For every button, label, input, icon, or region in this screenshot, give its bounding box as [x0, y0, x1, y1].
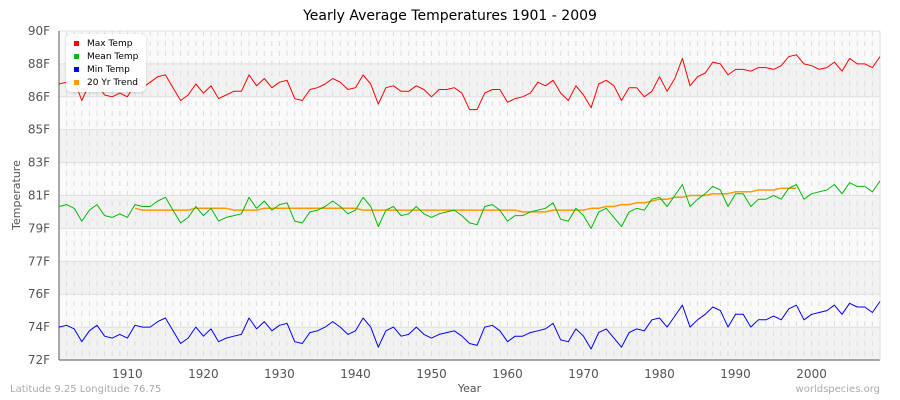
- x-tick-label: 1960: [492, 367, 523, 381]
- legend-label-min: Min Temp: [87, 64, 130, 75]
- y-tick-label: 85F: [28, 123, 50, 137]
- y-tick-label: 79F: [28, 221, 50, 235]
- legend-item-mean: Mean Temp: [74, 50, 138, 63]
- y-axis-label: Temperature: [10, 160, 23, 231]
- legend: Max Temp Mean Temp Min Temp 20 Yr Trend: [66, 34, 147, 92]
- chart-title: Yearly Average Temperatures 1901 - 2009: [303, 8, 597, 24]
- y-tick-label: 86F: [28, 90, 50, 104]
- legend-item-min: Min Temp: [74, 63, 138, 76]
- x-tick-label: 1910: [112, 367, 143, 381]
- x-tick-label: 2000: [796, 367, 827, 381]
- legend-swatch-min: [74, 67, 79, 72]
- y-tick-label: 76F: [28, 287, 50, 301]
- x-tick-label: 1980: [644, 367, 675, 381]
- grid-band: [59, 31, 880, 64]
- footer-location: Latitude 9.25 Longitude 76.75: [10, 384, 162, 395]
- grid-band: [59, 261, 880, 295]
- series-line-min-temp: [58, 301, 881, 350]
- legend-label-mean: Mean Temp: [87, 51, 139, 62]
- x-tick-label: 1920: [188, 367, 219, 381]
- series-line-mean-temp: [58, 180, 881, 229]
- y-tick-label: 77F: [28, 254, 50, 268]
- legend-label-trend: 20 Yr Trend: [87, 77, 139, 88]
- x-tick-label: 1990: [720, 367, 751, 381]
- y-tick-label: 72F: [28, 353, 50, 367]
- x-tick-label: 1940: [340, 367, 371, 381]
- y-tick-label: 90F: [28, 24, 50, 38]
- x-tick-label: 1970: [568, 367, 599, 381]
- legend-swatch-trend: [74, 80, 79, 85]
- y-tick-label: 83F: [28, 156, 50, 170]
- x-axis-label: Year: [457, 382, 482, 395]
- y-tick-label: 74F: [28, 320, 50, 334]
- footer-source[interactable]: worldspecies.org: [795, 384, 880, 395]
- x-tick-label: 1930: [264, 367, 295, 381]
- legend-item-max: Max Temp: [74, 37, 138, 50]
- legend-item-trend: 20 Yr Trend: [74, 76, 138, 89]
- grid-band: [59, 162, 880, 196]
- y-tick-label: 81F: [28, 189, 50, 203]
- x-tick-label: 1950: [416, 367, 447, 381]
- y-tick-label: 88F: [28, 57, 50, 71]
- legend-swatch-mean: [74, 54, 79, 59]
- series-line-max-temp: [58, 54, 881, 111]
- legend-swatch-max: [74, 41, 79, 46]
- legend-label-max: Max Temp: [87, 38, 133, 49]
